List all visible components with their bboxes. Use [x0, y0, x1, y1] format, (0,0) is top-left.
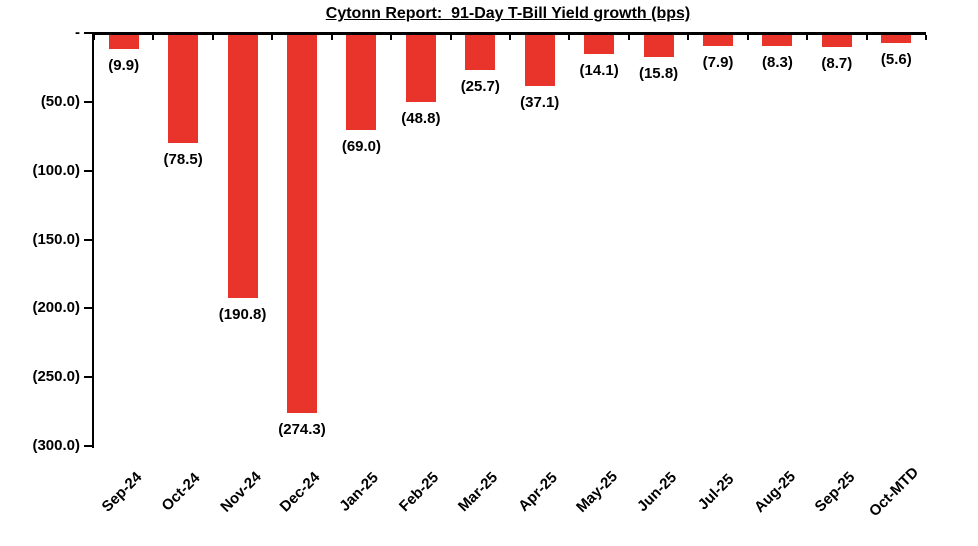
x-axis-label-May-25: May-25: [573, 468, 622, 516]
bar-value-label: (69.0): [341, 137, 382, 155]
x-axis-tick: [271, 35, 274, 40]
x-axis-label-Nov-24: Nov-24: [216, 468, 265, 516]
x-axis-label-Sep-25: Sep-25: [811, 468, 859, 516]
x-axis-tick: [925, 35, 927, 40]
y-axis-tick: [84, 169, 92, 172]
x-axis-label-Dec-24: Dec-24: [276, 468, 324, 516]
x-axis-label-Mar-25: Mar-25: [455, 468, 502, 516]
bar-Jan-25: [346, 35, 377, 130]
x-axis-tick: [568, 35, 571, 40]
x-axis-label-Jul-25: Jul-25: [694, 470, 738, 514]
y-axis-tick: [84, 376, 92, 379]
chart-title: Cytonn Report: 91-Day T-Bill Yield growt…: [325, 5, 691, 22]
y-axis-tick: [84, 307, 92, 310]
bar-Aug-25: [762, 35, 793, 47]
bar-Jul-25: [703, 35, 733, 46]
x-axis-tick: [330, 35, 333, 40]
x-axis-tick: [627, 35, 630, 40]
plot-area: (9.9) (78.5) (190.8) (274.3) (69.0) (48.8) (25…: [92, 32, 927, 448]
y-axis-label: -: [75, 24, 80, 41]
bar-Oct-MTD: [881, 35, 912, 43]
x-axis-tick: [449, 35, 452, 40]
bar-value-label: (25.7): [460, 78, 500, 96]
bar-Feb-25: [405, 35, 436, 103]
y-axis-tick: [84, 100, 92, 103]
x-axis-label-Oct-24: Oct-24: [158, 469, 204, 515]
x-axis-label-Apr-25: Apr-25: [514, 469, 561, 515]
x-axis-tick: [806, 35, 809, 40]
bar-value-label: (48.8): [401, 110, 441, 128]
x-axis-tick: [390, 35, 393, 40]
bar-Jun-25: [643, 35, 674, 57]
bar-value-label: (14.1): [579, 62, 619, 80]
y-axis-tick: [84, 32, 92, 34]
x-axis-tick: [211, 35, 214, 40]
bar-Dec-24: [287, 35, 317, 413]
y-axis-label: (300.0): [32, 437, 80, 454]
x-axis-label-Oct-MTD: Oct-MTD: [866, 463, 923, 521]
x-axis-tick: [509, 35, 511, 40]
bar-value-label: (15.8): [638, 64, 679, 82]
x-axis-label-Jan-25: Jan-25: [336, 469, 383, 515]
x-axis-tick: [687, 35, 690, 40]
bar-value-label: (9.9): [108, 56, 140, 74]
y-axis-tick: [84, 445, 92, 447]
x-axis-label-Sep-24: Sep-24: [98, 468, 146, 516]
bar-value-label: (274.3): [278, 420, 326, 438]
x-axis-label-Aug-25: Aug-25: [751, 468, 800, 516]
y-axis-tick: [84, 238, 92, 241]
bar-May-25: [584, 35, 615, 55]
bar-Sep-24: [108, 35, 139, 49]
x-axis-label-Feb-25: Feb-25: [395, 468, 442, 516]
x-axis-tick: [152, 35, 155, 40]
bar-value-label: (37.1): [520, 94, 560, 112]
bar-value-label: (8.7): [821, 54, 853, 72]
bar-value-label: (8.3): [762, 54, 793, 72]
bar-Nov-24: [227, 35, 258, 298]
x-axis-label-Jun-25: Jun-25: [633, 468, 680, 516]
bar-Oct-24: [168, 35, 199, 144]
y-axis-label: (100.0): [32, 161, 80, 179]
y-axis-label: (200.0): [32, 299, 80, 317]
x-axis-tick: [865, 35, 868, 40]
bar-value-label: (190.8): [218, 305, 267, 323]
bar-Sep-25: [821, 35, 852, 47]
x-axis-tick: [746, 35, 749, 40]
y-axis-label: (150.0): [32, 230, 80, 248]
y-axis-label: (50.0): [40, 92, 80, 110]
bar-value-label: (7.9): [702, 53, 734, 71]
bar-Mar-25: [465, 35, 496, 71]
bar-value-label: (5.6): [880, 50, 912, 68]
x-axis-tick: [93, 35, 95, 40]
bar-Apr-25: [524, 35, 555, 87]
y-axis-label: (250.0): [32, 368, 80, 386]
bar-value-label: (78.5): [163, 151, 203, 169]
